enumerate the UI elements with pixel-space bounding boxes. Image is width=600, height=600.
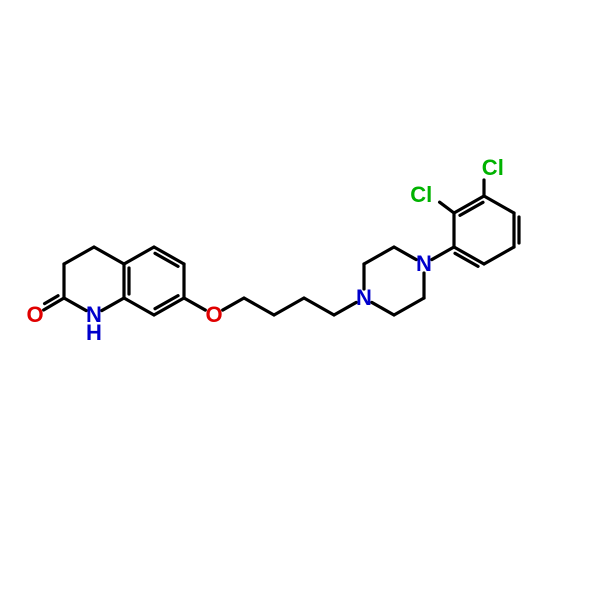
atom-o-label: O (205, 304, 222, 326)
atom-cl-label: Cl (482, 157, 504, 179)
bond-layer (0, 0, 600, 600)
atom-n-label: N (416, 253, 432, 275)
atom-cl-label: Cl (410, 184, 432, 206)
atom-o-label: O (26, 304, 43, 326)
atom-n-label: N (356, 287, 372, 309)
molecule-diagram: ONHONNClCl (0, 0, 600, 600)
atom-h-label: H (86, 322, 102, 344)
